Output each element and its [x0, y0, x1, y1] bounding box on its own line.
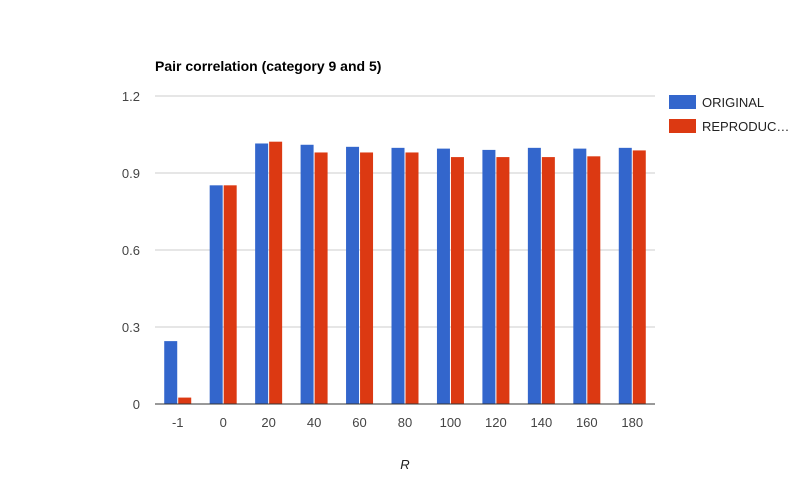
bar-reproduced-100	[450, 157, 464, 404]
x-tick-label: 160	[576, 415, 598, 430]
bar-reproduced--1	[178, 397, 192, 404]
x-axis-ticks: -1 0 20 40 60 80 100 120 140 160 180	[172, 415, 643, 430]
bar-original-40	[300, 144, 314, 404]
bar-original-160	[573, 148, 587, 404]
x-tick-label: 80	[398, 415, 412, 430]
chart-title: Pair correlation (category 9 and 5)	[155, 58, 381, 74]
bar-original-60	[346, 146, 360, 404]
bar-reproduced-20	[269, 141, 283, 405]
legend-label-reproduced: REPRODUC…	[702, 119, 789, 134]
y-tick-label: 0	[133, 397, 140, 412]
bar-original-140	[527, 147, 541, 404]
bar-reproduced-120	[496, 157, 510, 404]
x-tick-label: 100	[440, 415, 462, 430]
bar-reproduced-40	[314, 152, 328, 404]
x-tick-label: 120	[485, 415, 507, 430]
x-tick-label: 40	[307, 415, 321, 430]
legend-label-original: ORIGINAL	[702, 95, 764, 110]
y-tick-label: 0.3	[122, 320, 140, 335]
bar-original-80	[391, 147, 405, 404]
x-tick-label: 0	[220, 415, 227, 430]
legend-swatch-reproduced	[669, 119, 696, 133]
bar-reproduced-80	[405, 152, 419, 404]
bar-reproduced-160	[587, 156, 601, 404]
bar-reproduced-140	[541, 157, 555, 404]
legend-swatch-original	[669, 95, 696, 109]
x-tick-label: 20	[261, 415, 275, 430]
y-tick-label: 0.9	[122, 166, 140, 181]
bars	[164, 141, 646, 405]
bar-original-20	[255, 143, 269, 404]
x-tick-label: 180	[621, 415, 643, 430]
bar-reproduced-60	[360, 152, 374, 404]
bar-original--1	[164, 341, 178, 404]
x-axis-label: R	[400, 457, 409, 472]
bar-original-0	[209, 185, 223, 404]
y-tick-label: 1.2	[122, 89, 140, 104]
x-tick-label: 60	[352, 415, 366, 430]
gridlines	[155, 95, 655, 328]
y-tick-label: 0.6	[122, 243, 140, 258]
y-axis-ticks: 0 0.3 0.6 0.9 1.2	[122, 89, 140, 412]
x-tick-label: 140	[531, 415, 553, 430]
bar-original-100	[436, 148, 450, 404]
x-tick-label: -1	[172, 415, 184, 430]
bar-reproduced-0	[223, 185, 237, 404]
bar-original-180	[618, 147, 632, 404]
legend: ORIGINAL REPRODUC…	[669, 95, 789, 134]
bar-original-120	[482, 149, 496, 404]
bar-reproduced-180	[632, 150, 646, 404]
